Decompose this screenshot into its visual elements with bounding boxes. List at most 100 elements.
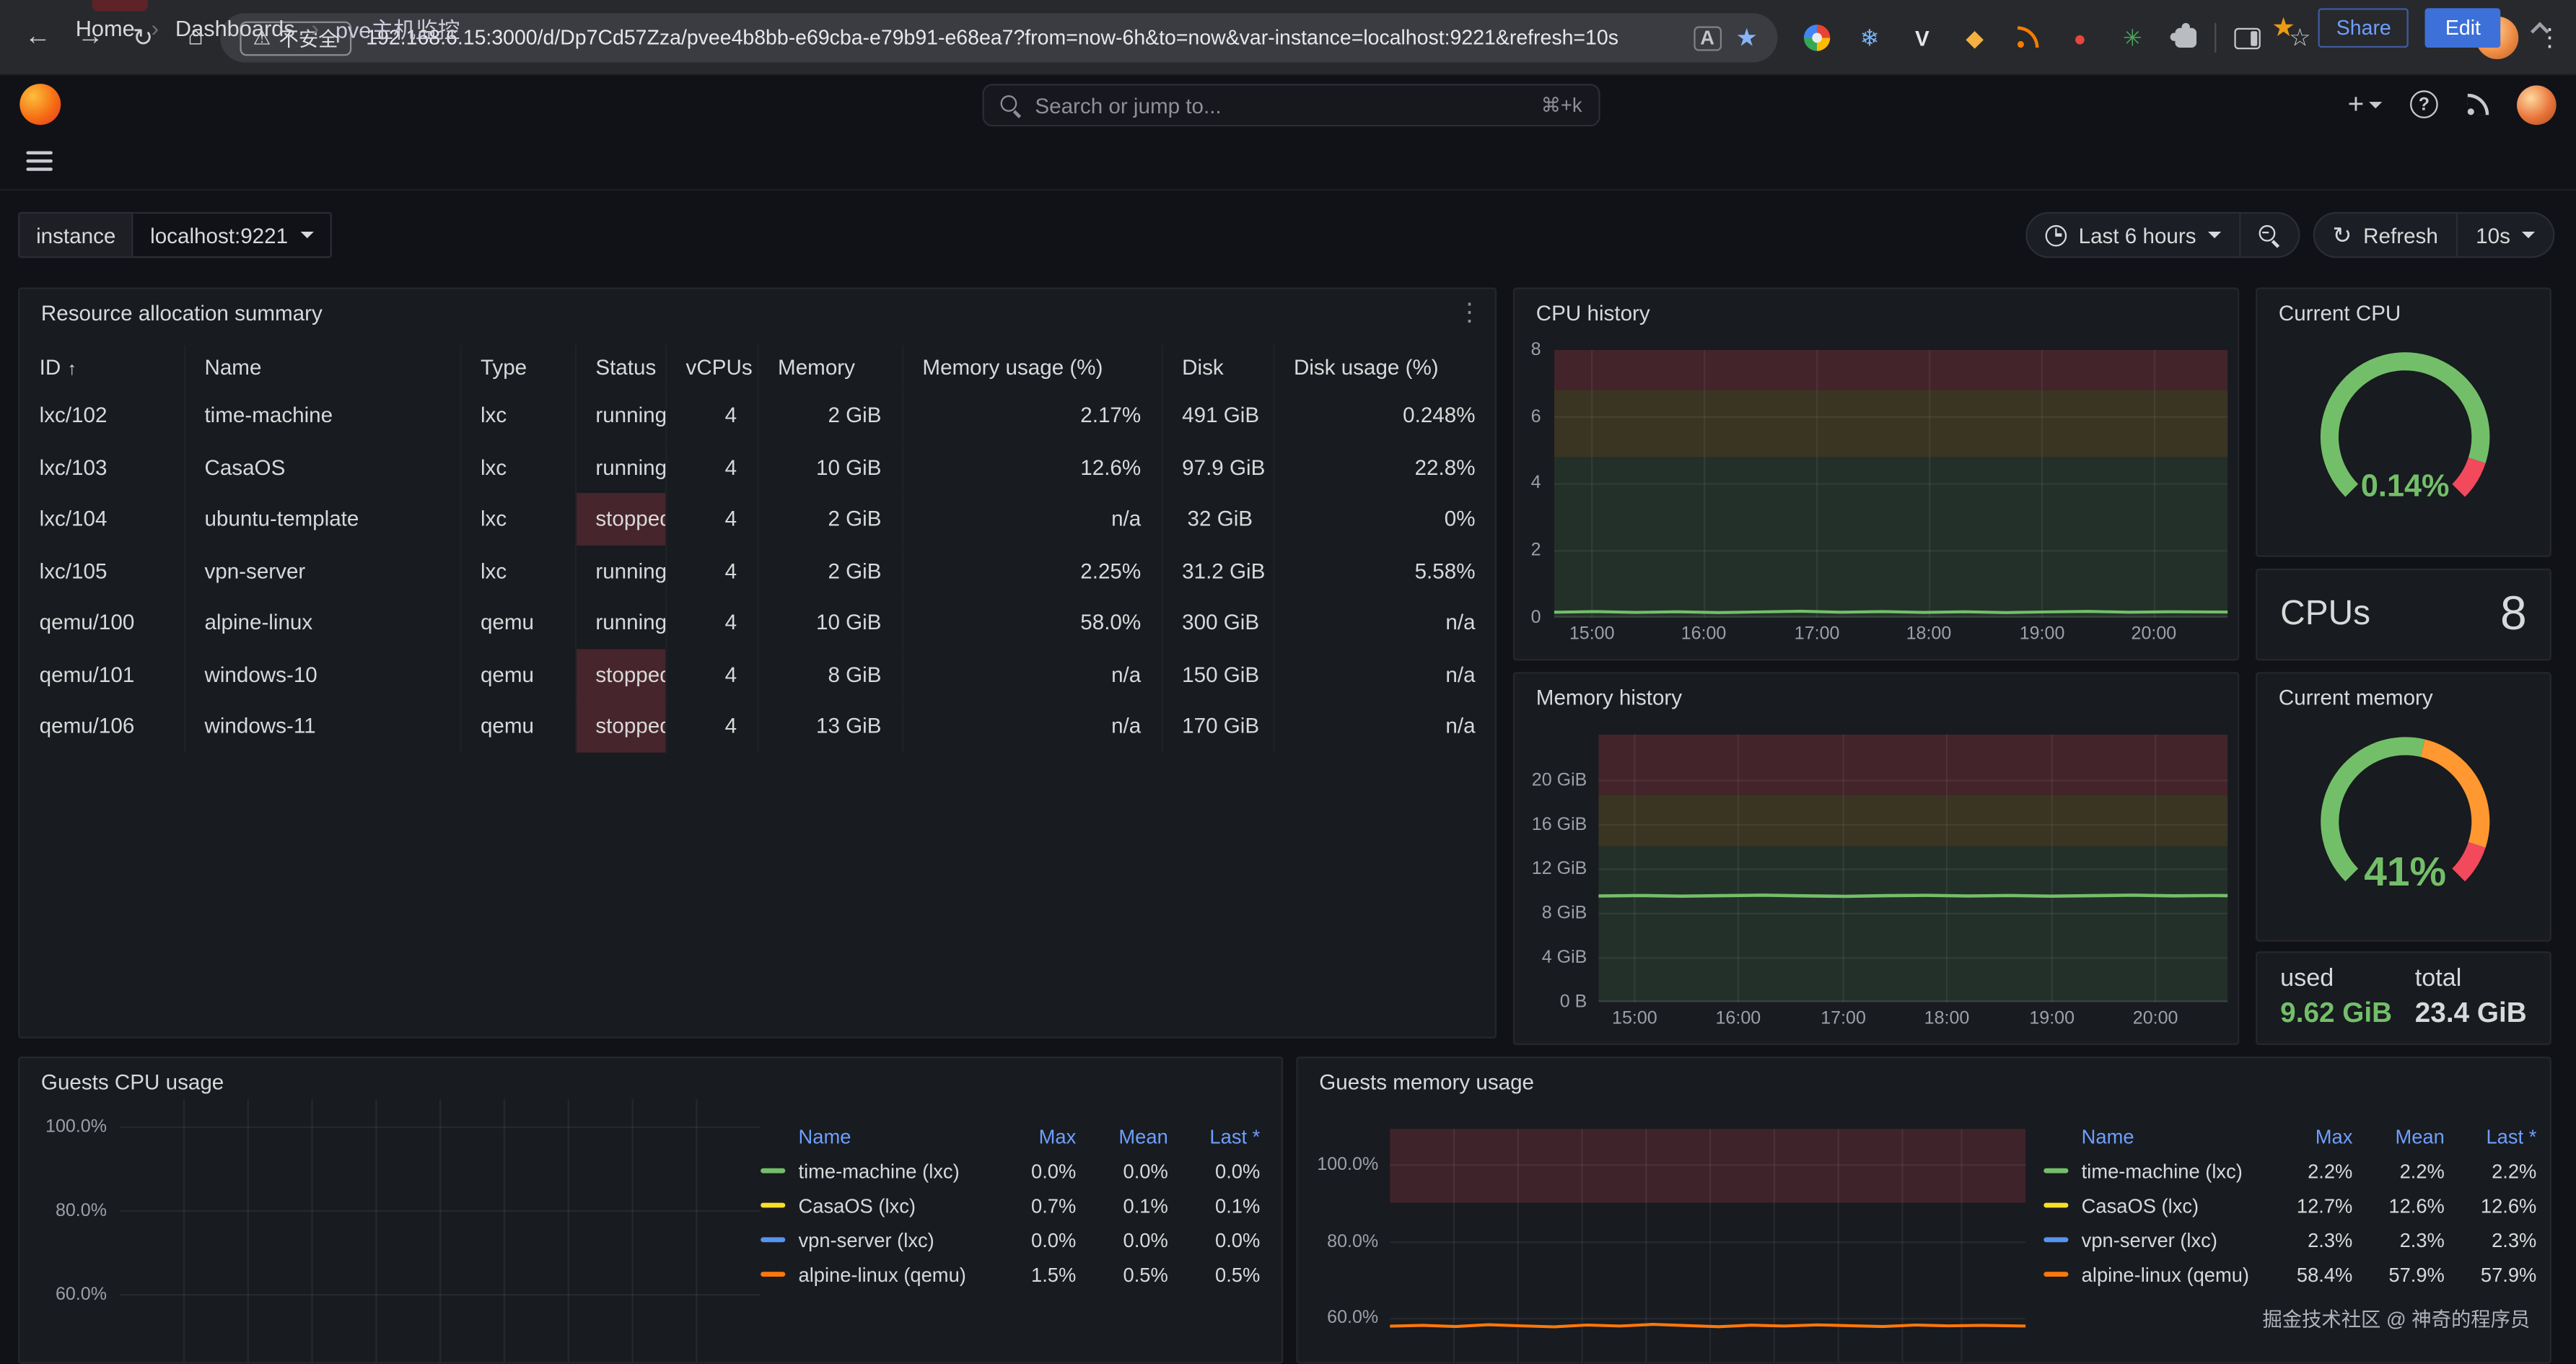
legend-header-last[interactable]: Last * <box>2486 1124 2537 1148</box>
browser-back-button[interactable]: ← <box>25 22 51 51</box>
panel-title[interactable]: CPU history <box>1535 300 1650 325</box>
address-bar[interactable]: ⚠ 不安全 192.168.6.15:3000/d/Dp7Cd57Zza/pve… <box>220 13 1778 63</box>
collapse-chevron-icon[interactable] <box>2531 22 2549 41</box>
guests-cpu-chart[interactable] <box>120 1099 761 1364</box>
cell-name: ubuntu-template <box>183 493 461 545</box>
breadcrumb-dashboards[interactable]: Dashboards <box>175 15 295 40</box>
browser-home-button[interactable]: ⌂ <box>187 22 203 51</box>
total-stat: total 23.4 GiB <box>2415 964 2527 1043</box>
cell-status: stopped <box>574 648 667 700</box>
column-header-vcpus[interactable]: vCPUs <box>665 345 758 390</box>
time-range-button[interactable]: Last 6 hours <box>2025 211 2241 258</box>
series-name[interactable]: alpine-linux (qemu) <box>798 1262 966 1286</box>
series-name[interactable]: alpine-linux (qemu) <box>2081 1262 2250 1286</box>
search-input[interactable]: Search or jump to... ⌘+k <box>982 84 1600 127</box>
menu-toggle-icon[interactable] <box>26 151 53 155</box>
reading-list-star-icon[interactable]: ☆ <box>2289 25 2311 53</box>
memory-history-chart[interactable] <box>1598 734 2228 1002</box>
panel-title[interactable]: Current CPU <box>2278 300 2401 325</box>
bookmark-star-icon[interactable]: ★ <box>1735 25 1758 53</box>
series-color-swatch <box>761 1272 786 1277</box>
column-header-type[interactable]: Type <box>460 345 577 390</box>
memory-gauge: 41% <box>2321 737 2490 895</box>
series-name[interactable]: CasaOS (lxc) <box>798 1194 916 1217</box>
series-name[interactable]: vpn-server (lxc) <box>798 1228 934 1251</box>
browser-reload-button[interactable]: ↻ <box>132 25 154 53</box>
y-axis-tick: 4 <box>1530 473 1541 494</box>
cell-mem-usage: 12.6% <box>901 441 1162 494</box>
extension-v-icon[interactable]: V <box>1914 25 1929 51</box>
used-stat: used 9.62 GiB <box>2280 964 2392 1043</box>
dashboard-actions: ★ Share Edit <box>2271 0 2556 56</box>
cell-memory: 2 GiB <box>757 493 903 545</box>
series-mean: 0.5% <box>1123 1262 1168 1286</box>
legend-header-max[interactable]: Max <box>2315 1124 2353 1148</box>
warning-icon: ⚠ <box>253 26 271 50</box>
browser-forward-button[interactable]: → <box>77 22 104 51</box>
series-name[interactable]: CasaOS (lxc) <box>2081 1194 2199 1217</box>
grafana-logo[interactable] <box>19 84 61 126</box>
cpu-history-chart[interactable] <box>1554 349 2228 618</box>
breadcrumb-home[interactable]: Home <box>75 15 135 40</box>
cpu-gauge: 0.14% <box>2320 352 2490 504</box>
panel-title[interactable]: Guests CPU usage <box>40 1070 224 1095</box>
legend-header-max[interactable]: Max <box>1038 1124 1077 1148</box>
news-icon[interactable] <box>2466 92 2489 116</box>
site-security-chip[interactable]: ⚠ 不安全 <box>240 20 351 56</box>
extension-diamond-icon[interactable]: ◆ <box>1966 24 1984 51</box>
series-name[interactable]: time-machine (lxc) <box>798 1159 960 1183</box>
column-header-status[interactable]: Status <box>574 345 667 390</box>
instance-dropdown[interactable]: localhost:9221 <box>133 211 333 258</box>
translate-icon[interactable]: A <box>1694 25 1722 51</box>
total-value: 23.4 GiB <box>2414 997 2527 1029</box>
series-mean: 12.6% <box>2388 1194 2445 1217</box>
cell-disk: 32 GiB <box>1161 493 1274 545</box>
column-header-id[interactable]: ID ↑ <box>19 345 185 390</box>
extensions-menu-icon[interactable] <box>2168 22 2202 55</box>
extension-pinwheel-icon[interactable] <box>1800 22 1834 55</box>
column-header-mem-usage[interactable]: Memory usage (%) <box>901 345 1162 390</box>
series-color-swatch <box>761 1237 786 1243</box>
legend-header-last[interactable]: Last * <box>1209 1124 1261 1148</box>
panel-menu-icon[interactable]: ⋮ <box>1457 299 1482 328</box>
legend-header-name[interactable]: Name <box>2081 1124 2134 1148</box>
legend-header-mean[interactable]: Mean <box>2395 1124 2445 1148</box>
refresh-button[interactable]: ↻ Refresh <box>2313 211 2458 258</box>
panel-title[interactable]: Memory history <box>1535 685 1683 710</box>
x-axis-tick: 16:00 <box>1681 624 1727 644</box>
help-icon[interactable]: ? <box>2410 90 2438 118</box>
browser-menu-icon[interactable]: ⋮ <box>2537 25 2562 53</box>
legend-header-name[interactable]: Name <box>798 1124 851 1148</box>
panel-memory-history: Memory history 20 GiB 16 GiB 12 GiB 8 Gi… <box>1512 672 2240 1046</box>
series-name[interactable]: vpn-server (lxc) <box>2081 1228 2217 1251</box>
extension-red-dot-icon[interactable]: ● <box>2073 25 2087 51</box>
breadcrumb-current: pve主机监控 <box>335 18 460 43</box>
cell-disk: 300 GiB <box>1161 596 1274 649</box>
favorite-star-icon[interactable]: ★ <box>2271 14 2295 43</box>
legend-row: CasaOS (lxc) 12.7% 12.6% 12.6% <box>2043 1188 2536 1223</box>
panel-title[interactable]: Resource allocation summary <box>40 300 323 325</box>
extension-green-asterisk-icon[interactable]: ✳ <box>2122 24 2142 51</box>
extension-rss-icon[interactable] <box>2011 22 2044 55</box>
refresh-interval-dropdown[interactable]: 10s <box>2458 211 2555 258</box>
edit-button[interactable]: Edit <box>2425 8 2501 48</box>
series-last: 2.2% <box>2492 1159 2537 1183</box>
series-last: 0.0% <box>1215 1159 1261 1183</box>
share-button[interactable]: Share <box>2318 8 2409 48</box>
user-avatar[interactable] <box>2517 84 2557 124</box>
column-header-disk[interactable]: Disk <box>1161 345 1274 390</box>
x-axis-tick: 15:00 <box>1612 1008 1657 1029</box>
series-name[interactable]: time-machine (lxc) <box>2081 1159 2243 1183</box>
extension-snowflake-icon[interactable]: ❄ <box>1859 24 1880 51</box>
side-panel-icon[interactable] <box>2231 22 2264 55</box>
panel-title[interactable]: Current memory <box>2278 685 2433 710</box>
column-header-name[interactable]: Name <box>183 345 461 390</box>
legend-header-mean[interactable]: Mean <box>1118 1124 1168 1148</box>
column-header-memory[interactable]: Memory <box>757 345 903 390</box>
table-row: lxc/104 ubuntu-template lxc stopped 4 2 … <box>19 493 1495 545</box>
zoom-out-button[interactable] <box>2240 211 2300 258</box>
guests-memory-chart[interactable] <box>1390 1129 2026 1364</box>
new-menu-button[interactable]: + <box>2348 88 2383 121</box>
column-header-disk-usage[interactable]: Disk usage (%) <box>1293 354 1439 380</box>
panel-title[interactable]: Guests memory usage <box>1319 1070 1535 1095</box>
